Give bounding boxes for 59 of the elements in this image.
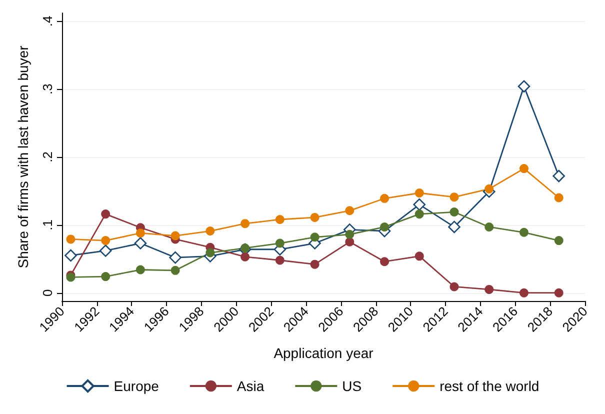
y-tick-label: .1: [40, 220, 55, 230]
point: [519, 164, 528, 174]
legend-label: US: [342, 378, 362, 394]
point: [519, 288, 528, 298]
y-axis-title: Share of firms with last haven buyer: [15, 45, 31, 268]
point: [170, 266, 180, 275]
point: [448, 220, 460, 234]
point: [101, 236, 110, 246]
point: [275, 256, 284, 265]
point: [345, 237, 354, 246]
point: [380, 194, 390, 203]
point: [99, 244, 112, 257]
y-tick-label: .2: [40, 152, 55, 162]
point: [240, 244, 250, 253]
point: [554, 193, 564, 202]
point: [206, 226, 215, 236]
point: [450, 192, 459, 202]
point: [170, 231, 180, 240]
point: [310, 232, 320, 242]
point: [519, 228, 528, 237]
point: [310, 212, 320, 222]
point: [518, 80, 530, 93]
y-tick-label: 0: [40, 289, 55, 296]
point: [414, 210, 424, 219]
point: [450, 208, 459, 217]
point: [101, 210, 110, 219]
y-tick-label: .4: [40, 16, 55, 27]
point: [206, 248, 215, 258]
point: [380, 222, 390, 232]
point: [414, 188, 424, 198]
point: [345, 206, 354, 216]
point: [240, 252, 250, 262]
point: [136, 228, 145, 238]
point: [450, 282, 459, 292]
point: [310, 260, 320, 269]
point: [484, 284, 494, 294]
point: [380, 257, 390, 266]
point: [275, 214, 284, 224]
legend-label: Europe: [114, 378, 160, 394]
point: [66, 234, 76, 244]
x-axis-title: Application year: [274, 345, 374, 361]
y-tick-label: .3: [40, 84, 55, 94]
point: [552, 170, 565, 182]
point: [169, 251, 182, 264]
point: [414, 252, 424, 261]
point: [413, 198, 426, 211]
point: [345, 230, 354, 239]
point: [101, 272, 110, 282]
point: [484, 222, 494, 232]
point: [64, 249, 77, 262]
point: [554, 288, 564, 298]
point: [275, 238, 284, 248]
point: [136, 265, 145, 274]
point: [484, 184, 494, 194]
legend-label: Asia: [236, 378, 264, 394]
point: [134, 237, 147, 250]
point: [554, 236, 564, 246]
legend-label: rest of the world: [440, 378, 540, 394]
point: [240, 219, 250, 228]
